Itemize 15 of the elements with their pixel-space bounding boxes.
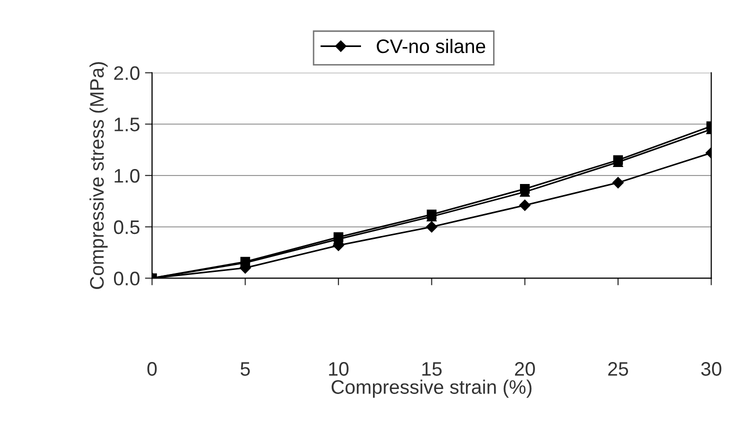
x-tick-label: 5 xyxy=(240,362,250,376)
x-tick-label: 25 xyxy=(608,362,628,376)
x-tick-label: 15 xyxy=(422,362,442,376)
y-tick-label: 0.5 xyxy=(114,220,140,234)
x-tick-label: 30 xyxy=(701,362,722,376)
x-tick-label: 20 xyxy=(515,362,535,376)
y-tick-label: 1.0 xyxy=(114,168,140,183)
x-axis-title: Compressive strain (%) xyxy=(332,380,532,398)
y-tick-label: 1.5 xyxy=(114,118,140,132)
y-tick-label: 0.0 xyxy=(114,272,140,286)
x-tick-label: 0 xyxy=(147,362,157,376)
y-tick-label: 2.0 xyxy=(114,66,140,80)
x-tick-label: 10 xyxy=(329,362,349,376)
legend-label: CV-no silane xyxy=(376,38,486,54)
y-axis-title: Compressive stress (MPa) xyxy=(90,62,108,290)
